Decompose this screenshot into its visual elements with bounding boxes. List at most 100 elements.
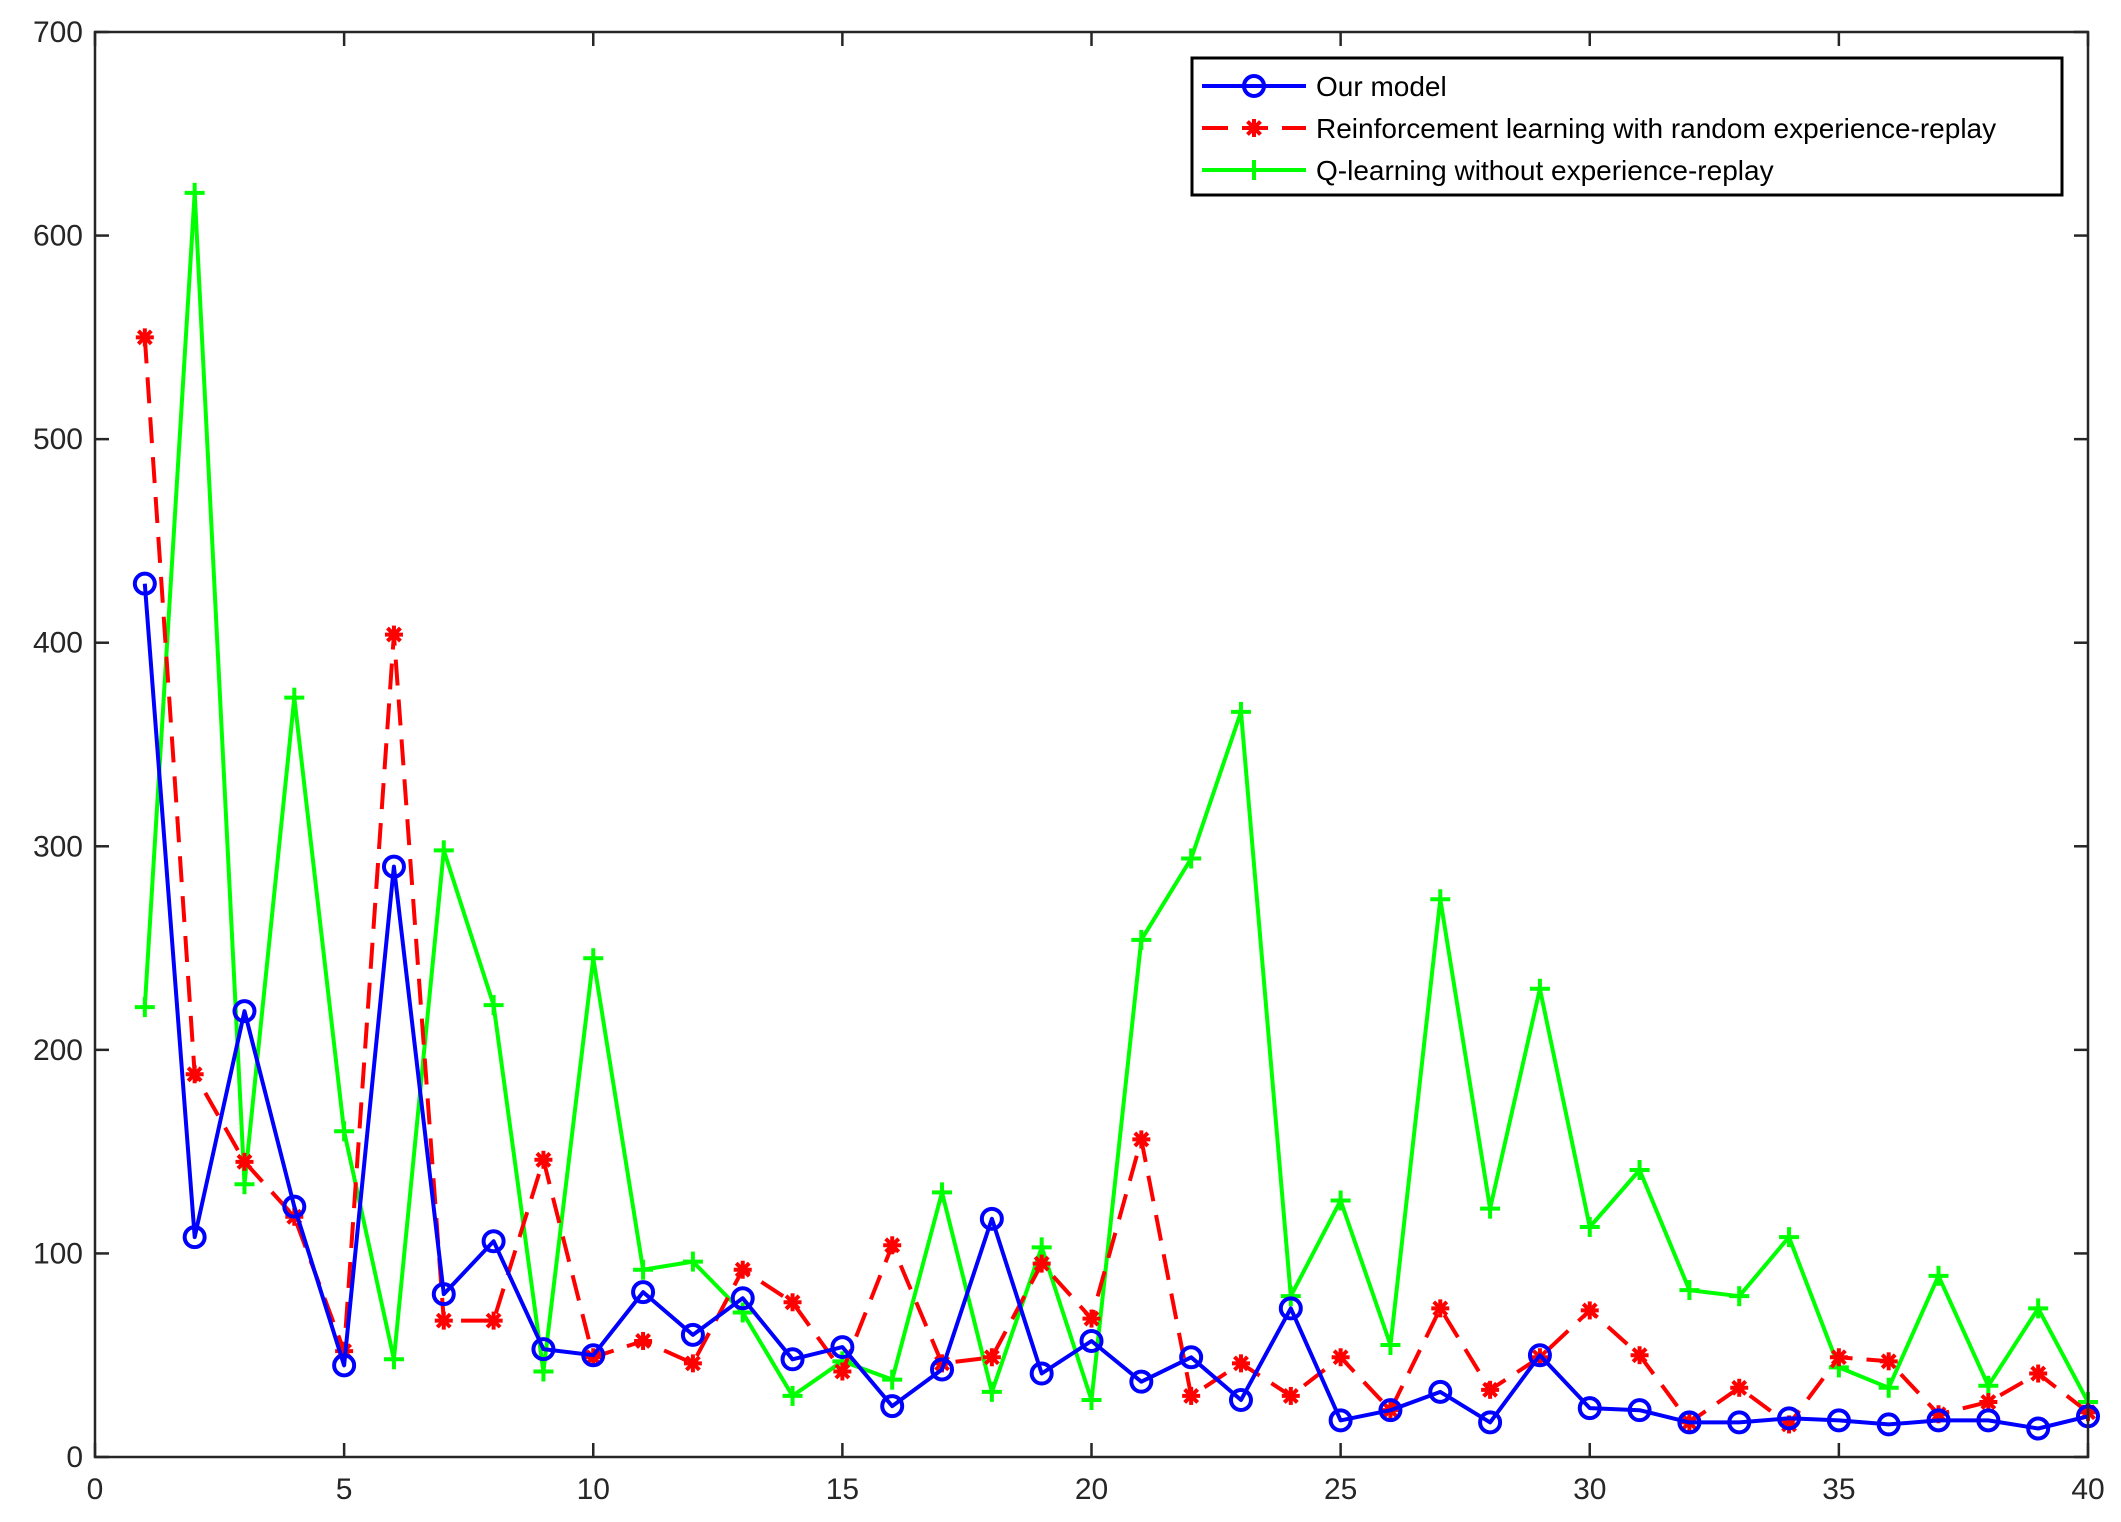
x-tick-label: 15 — [826, 1473, 859, 1506]
data-point — [182, 1225, 207, 1250]
plot-area — [95, 32, 2088, 1457]
data-point — [1032, 1254, 1051, 1273]
data-point — [1079, 1328, 1104, 1353]
data-point — [381, 854, 406, 879]
y-tick-label: 400 — [33, 627, 83, 660]
data-point — [531, 1337, 556, 1362]
legend-marker-plus-icon — [1244, 160, 1264, 180]
data-point — [2028, 1298, 2049, 1319]
data-point — [1129, 1369, 1154, 1394]
y-tick-label: 700 — [33, 16, 83, 49]
data-point — [1231, 1354, 1250, 1373]
data-point — [1777, 1406, 1802, 1431]
series-line-1 — [142, 337, 2090, 1427]
data-point — [633, 1259, 654, 1280]
data-point — [134, 997, 155, 1018]
data-point — [1380, 1335, 1401, 1356]
data-point — [135, 328, 154, 347]
x-tick-label: 20 — [1075, 1473, 1108, 1506]
data-point — [431, 1282, 456, 1307]
y-tick-label: 500 — [33, 423, 83, 456]
data-point — [1179, 1345, 1204, 1370]
data-point — [979, 1206, 1004, 1231]
data-point — [1481, 1380, 1500, 1399]
data-point — [880, 1394, 905, 1419]
data-point — [533, 1361, 554, 1382]
data-point — [2026, 1416, 2051, 1441]
data-point — [1228, 1388, 1253, 1412]
data-point — [481, 1229, 506, 1254]
y-tick-label: 600 — [33, 220, 83, 253]
data-point — [2029, 1364, 2048, 1383]
series-line-0 — [142, 583, 2089, 1431]
data-point — [1430, 889, 1451, 910]
data-point — [732, 1302, 753, 1323]
legend-label-q-learning: Q-learning without experience-replay — [1316, 155, 1774, 186]
legend-marker-asterisk-icon — [1245, 119, 1263, 137]
data-point — [1331, 1348, 1350, 1367]
data-point — [1031, 1237, 1052, 1258]
data-point — [1627, 1398, 1652, 1423]
data-point — [1280, 1286, 1301, 1307]
data-point — [1630, 1346, 1649, 1365]
legend-box — [1190, 56, 2064, 197]
data-point — [1629, 1159, 1650, 1180]
legend-label-our-model: Our model — [1316, 71, 1447, 102]
y-tick-label: 100 — [33, 1237, 83, 1270]
data-point — [1431, 1299, 1450, 1318]
data-point — [1829, 1348, 1848, 1367]
data-point — [882, 1369, 903, 1390]
data-point — [1730, 1378, 1749, 1397]
data-point — [1727, 1410, 1752, 1435]
data-point — [383, 1349, 404, 1370]
data-point — [682, 1251, 703, 1272]
data-point — [534, 1150, 553, 1169]
data-point — [1928, 1265, 1949, 1286]
data-point — [132, 571, 157, 596]
data-point — [1082, 1309, 1101, 1328]
data-point — [683, 1354, 702, 1373]
data-point — [830, 1335, 855, 1360]
y-tick-label: 300 — [33, 830, 83, 863]
data-point — [284, 687, 305, 708]
data-point — [282, 1194, 307, 1219]
data-point — [1979, 1393, 1998, 1412]
data-point — [185, 1065, 204, 1084]
data-point — [434, 1311, 453, 1330]
data-point — [1029, 1361, 1054, 1386]
series-line-2 — [142, 190, 2090, 1403]
data-point — [1779, 1227, 1800, 1248]
legend-entry-rl-random-replay: Reinforcement learning with random exper… — [1202, 113, 1996, 144]
data-point — [433, 840, 454, 861]
y-tick-label: 200 — [33, 1034, 83, 1067]
x-tick-label: 5 — [336, 1473, 353, 1506]
data-point — [833, 1362, 852, 1381]
data-point — [1580, 1301, 1599, 1320]
data-point — [384, 625, 403, 644]
y-tick-label: 0 — [66, 1441, 83, 1474]
data-point — [730, 1286, 755, 1311]
data-point — [1527, 1343, 1552, 1368]
data-point — [1230, 701, 1251, 722]
data-point — [733, 1260, 752, 1279]
data-point — [232, 999, 257, 1024]
data-point — [1281, 1386, 1300, 1405]
x-tick-label: 40 — [2071, 1473, 2104, 1506]
data-point — [1926, 1408, 1951, 1433]
legend-entry-q-learning: Q-learning without experience-replay — [1202, 155, 1774, 186]
data-point — [235, 1152, 254, 1171]
data-point — [1480, 1198, 1501, 1219]
data-point — [1330, 1190, 1351, 1211]
data-point — [1826, 1408, 1851, 1433]
data-point — [1278, 1296, 1303, 1321]
data-point — [1478, 1410, 1503, 1435]
data-point — [981, 1381, 1002, 1402]
data-point — [583, 948, 604, 969]
data-point — [1378, 1398, 1403, 1423]
data-point — [634, 1331, 653, 1350]
data-point — [1679, 1280, 1700, 1301]
data-point — [234, 1174, 255, 1195]
